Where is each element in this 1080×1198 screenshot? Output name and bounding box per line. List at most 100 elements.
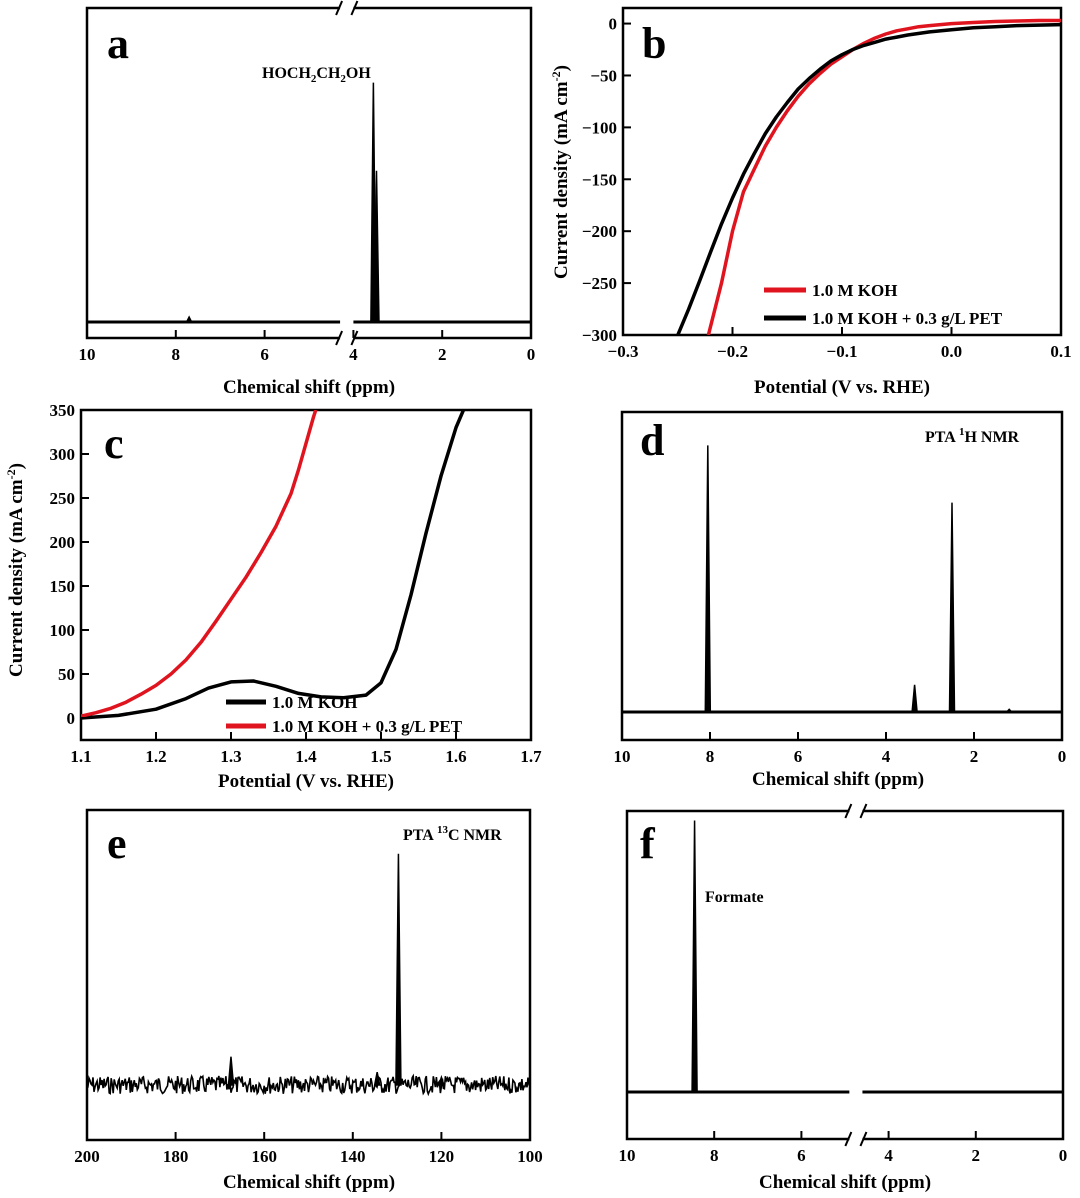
x-tick-label-d-3: 4 bbox=[882, 747, 891, 766]
y-tick-label-b-3: −150 bbox=[582, 170, 617, 189]
x-tick-label-f-3: 4 bbox=[884, 1146, 893, 1165]
series-d bbox=[622, 445, 1062, 714]
y-tick-label-c-7: 350 bbox=[50, 401, 76, 420]
x-tick-label-e-1: 180 bbox=[163, 1147, 189, 1166]
x-tick-label-d-4: 2 bbox=[970, 747, 979, 766]
series-a bbox=[87, 0, 531, 346]
axis-break-mark-f-bottom-2 bbox=[859, 1131, 868, 1147]
x-tick-label-e-0: 200 bbox=[74, 1147, 100, 1166]
x-tick-label-b-2: −0.1 bbox=[827, 342, 858, 361]
x-axis-label-c: Potential (V vs. RHE) bbox=[218, 771, 394, 792]
y-tick-label-c-6: 300 bbox=[50, 445, 76, 464]
x-tick-label-c-5: 1.6 bbox=[445, 747, 466, 766]
axis-break-mark-f-top-2 bbox=[859, 803, 868, 819]
series-e bbox=[86, 853, 531, 1097]
x-tick-label-d-0: 10 bbox=[614, 747, 631, 766]
axis-break-mask-f-top bbox=[849, 805, 863, 817]
ticks-f: 10 8 6 4 2 0 bbox=[619, 1131, 1068, 1165]
x-tick-label-f-2: 6 bbox=[797, 1146, 806, 1165]
y-tick-label-c-2: 100 bbox=[50, 621, 76, 640]
axis-break-mark-f-top-1 bbox=[844, 803, 853, 819]
x-tick-label-c-3: 1.4 bbox=[295, 747, 317, 766]
peak-d-1 bbox=[911, 684, 918, 713]
x-axis-label-f: Chemical shift (ppm) bbox=[759, 1172, 931, 1193]
peak-f-0 bbox=[691, 820, 698, 1093]
peak-d-3 bbox=[1004, 708, 1014, 713]
y-tick-label-c-5: 250 bbox=[50, 489, 76, 508]
axis-break-mask-f-bottom bbox=[849, 1133, 863, 1145]
axis-break-mark-f-bottom-1 bbox=[844, 1131, 853, 1147]
x-axis-label-e: Chemical shift (ppm) bbox=[223, 1172, 395, 1193]
legend-b: 1.0 M KOH 1.0 M KOH + 0.3 g/L PET bbox=[764, 281, 1003, 328]
ticks-b: −0.3 −0.2 −0.1 0.0 0.1 0 −50 −100 −150 −200 −250 −3… bbox=[582, 15, 1072, 361]
plot-frame-a bbox=[85, 6, 533, 340]
x-tick-label-c-1: 1.2 bbox=[145, 747, 166, 766]
y-tick-label-c-3: 150 bbox=[50, 577, 76, 596]
panel-label-f: f bbox=[640, 819, 656, 868]
series-f bbox=[627, 803, 1063, 1147]
x-tick-label-b-4: 0.1 bbox=[1050, 342, 1071, 361]
legend-label-c-0: 1.0 M KOH bbox=[272, 693, 357, 712]
break-gap-f bbox=[849, 1088, 863, 1096]
x-axis-label-d: Chemical shift (ppm) bbox=[752, 769, 924, 790]
legend-label-b-1: 1.0 M KOH + 0.3 g/L PET bbox=[812, 309, 1003, 328]
y-axis-label-c: Current density (mA cm-2) bbox=[4, 463, 27, 677]
y-tick-label-b-1: −50 bbox=[590, 66, 617, 85]
x-tick-label-d-5: 0 bbox=[1058, 747, 1067, 766]
x-tick-label-b-0: −0.3 bbox=[608, 342, 639, 361]
axis-break-mark-a-bottom-1 bbox=[335, 330, 343, 346]
legend-c: 1.0 M KOH 1.0 M KOH + 0.3 g/L PET bbox=[226, 693, 463, 736]
plot-frame-d bbox=[620, 410, 1064, 742]
legend-label-c-1: 1.0 M KOH + 0.3 g/L PET bbox=[272, 717, 463, 736]
x-tick-label-c-0: 1.1 bbox=[70, 747, 91, 766]
x-tick-label-e-3: 140 bbox=[340, 1147, 366, 1166]
x-tick-label-d-1: 8 bbox=[706, 747, 715, 766]
series-line-b-1 bbox=[676, 22, 1061, 335]
x-tick-label-e-4: 120 bbox=[429, 1147, 455, 1166]
panel-label-e: e bbox=[107, 819, 127, 868]
ticks-d: 10 8 6 4 2 0 bbox=[614, 732, 1067, 766]
annotation-f: Formate bbox=[705, 889, 764, 906]
series-line-c-0 bbox=[81, 410, 466, 720]
x-tick-label-f-0: 10 bbox=[619, 1146, 636, 1165]
x-tick-label-b-3: 0.0 bbox=[941, 342, 962, 361]
x-tick-label-f-4: 2 bbox=[972, 1146, 981, 1165]
x-axis-label-b: Potential (V vs. RHE) bbox=[754, 377, 930, 398]
chart-d: 10 8 6 4 2 0 d PTA 1H NMR Chemical shift (ppm… bbox=[614, 410, 1067, 790]
x-tick-label-c-4: 1.5 bbox=[370, 747, 391, 766]
y-tick-label-b-2: −100 bbox=[582, 118, 617, 137]
x-tick-label-f-5: 0 bbox=[1059, 1146, 1068, 1165]
x-tick-label-b-1: −0.2 bbox=[717, 342, 748, 361]
panel-label-a: a bbox=[107, 19, 129, 68]
y-tick-label-c-4: 200 bbox=[50, 533, 76, 552]
x-tick-label-d-2: 6 bbox=[794, 747, 803, 766]
chart-f: 10 8 6 4 2 0 f Formate Chemical shift (ppm) bbox=[619, 803, 1068, 1193]
series-b bbox=[676, 18, 1061, 335]
break-gap-a bbox=[340, 318, 354, 326]
ticks-a: 10 8 6 4 2 0 bbox=[79, 330, 535, 364]
y-tick-label-b-5: −250 bbox=[582, 274, 617, 293]
y-tick-label-b-0: 0 bbox=[609, 15, 618, 34]
x-tick-label-a-2: 6 bbox=[260, 345, 269, 364]
y-tick-label-c-0: 0 bbox=[67, 709, 76, 728]
axis-break-mark-a-top-1 bbox=[335, 0, 343, 16]
baseline-e bbox=[86, 1073, 531, 1097]
x-axis-label-a: Chemical shift (ppm) bbox=[223, 377, 395, 398]
chart-c: 1.1 1.2 1.3 1.4 1.5 1.6 1.7 0 50 100 150 200 250 300 3… bbox=[4, 401, 542, 792]
legend-label-b-0: 1.0 M KOH bbox=[812, 281, 897, 300]
x-tick-label-a-0: 10 bbox=[79, 345, 96, 364]
axis-break-mask-a-top bbox=[340, 2, 354, 14]
y-tick-label-b-6: −300 bbox=[582, 326, 617, 345]
ticks-e: 200 180 160 140 120 100 bbox=[74, 1132, 543, 1166]
peak-a-0 bbox=[185, 315, 193, 323]
annotation-e: PTA 13C NMR bbox=[403, 824, 502, 844]
series-line-c-1 bbox=[81, 410, 318, 718]
peak-a-2 bbox=[373, 170, 380, 323]
panel-label-d: d bbox=[640, 416, 664, 465]
x-tick-label-c-2: 1.3 bbox=[220, 747, 241, 766]
axis-break-mask-a-bottom bbox=[340, 332, 354, 344]
chart-a: 10 8 6 4 2 0 a HOCH2CH2OH Chemical shift (ppm… bbox=[79, 0, 535, 398]
y-axis-label-b: Current density (mA cm-2) bbox=[549, 65, 572, 279]
annotation-a: HOCH2CH2OH bbox=[262, 65, 371, 85]
